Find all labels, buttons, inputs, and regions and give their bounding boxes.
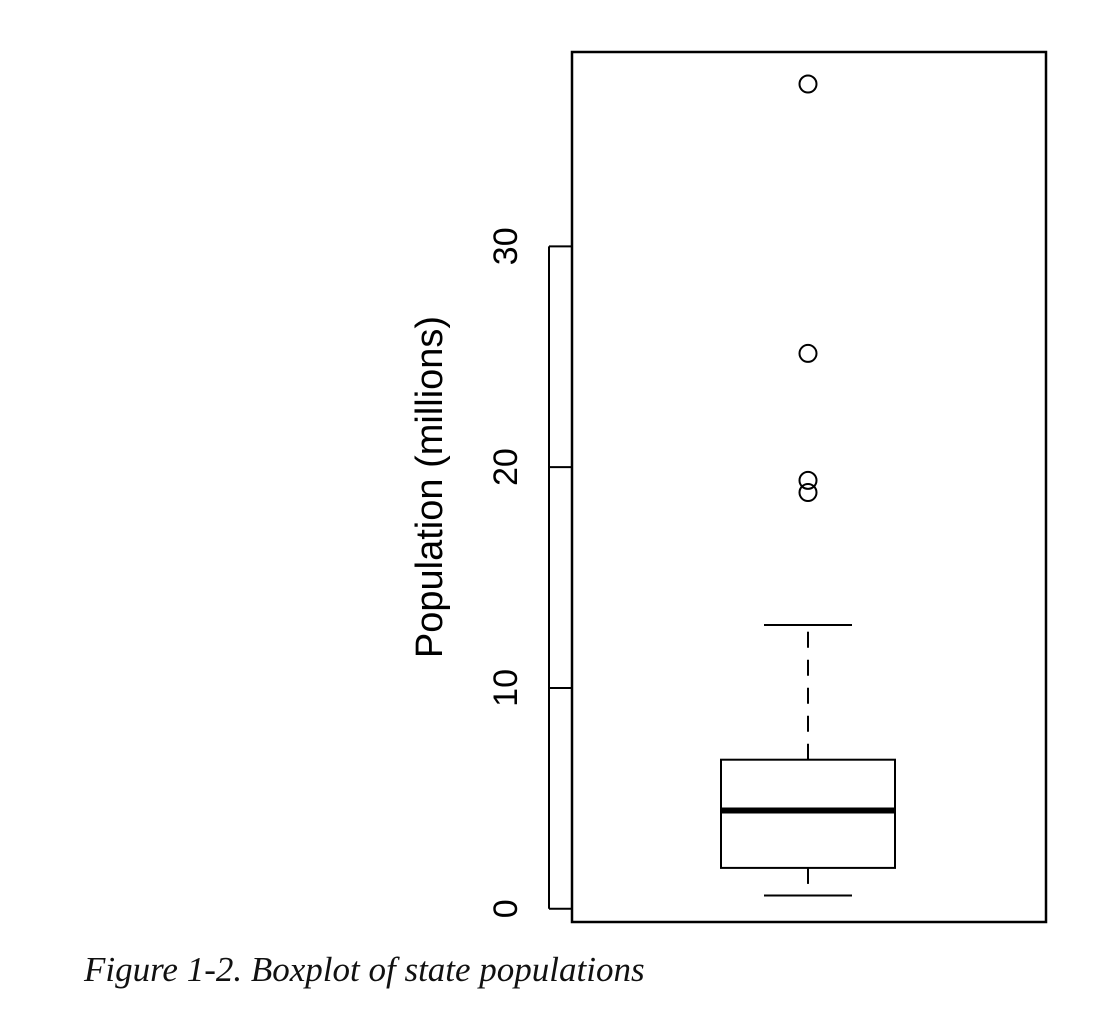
outlier-point xyxy=(798,74,818,94)
outlier-group xyxy=(798,74,818,503)
y-axis-ticks: 0 10 20 30 xyxy=(487,227,572,918)
outlier-point xyxy=(798,483,818,503)
outlier-point xyxy=(798,470,818,490)
interquartile-box xyxy=(720,758,896,869)
figure-caption: Figure 1-2. Boxplot of state populations xyxy=(84,950,645,989)
plot-frame xyxy=(570,50,1048,924)
y-tick-label: 0 xyxy=(487,899,525,918)
boxplot-chart: 0 10 20 30 Population (millions) xyxy=(409,50,1048,924)
y-tick-label: 30 xyxy=(487,227,525,265)
box-group xyxy=(720,624,896,897)
y-tick-label: 10 xyxy=(487,669,525,707)
y-tick-label: 20 xyxy=(487,448,525,486)
y-axis-label: Population (millions) xyxy=(409,316,451,658)
outlier-point xyxy=(798,343,818,363)
